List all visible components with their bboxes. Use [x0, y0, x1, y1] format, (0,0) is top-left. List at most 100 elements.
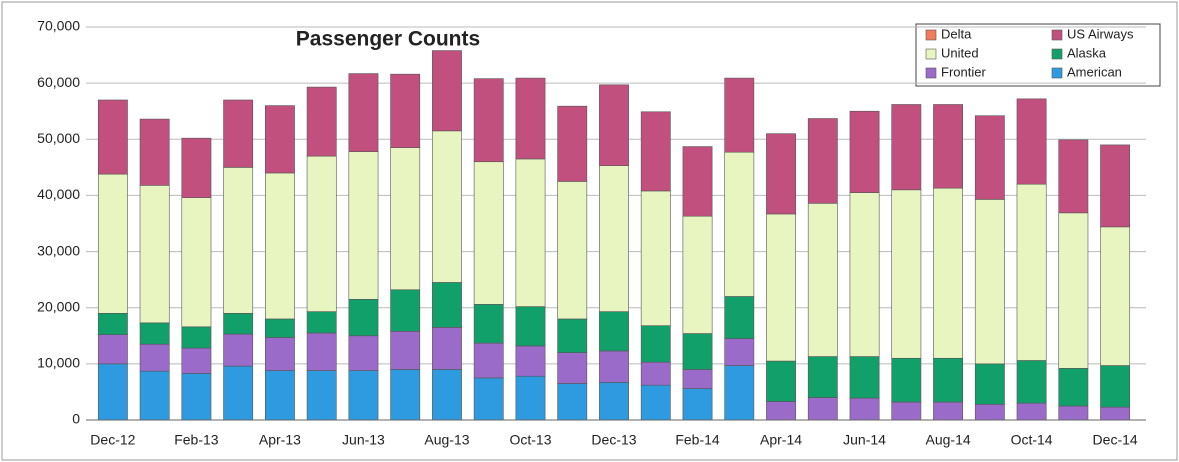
bar-segment — [223, 313, 254, 335]
bar-segment — [1100, 365, 1131, 408]
bar-segment — [473, 304, 504, 344]
bar-segment — [432, 369, 462, 421]
x-tick-label: Oct-14 — [1011, 432, 1053, 448]
legend-label: Frontier — [941, 64, 986, 79]
y-tick-label: 30,000 — [37, 242, 80, 258]
bar-segment — [766, 133, 796, 215]
x-tick-label: Dec-14 — [1093, 432, 1138, 448]
bar-segment — [682, 388, 713, 421]
bar-segment — [223, 333, 254, 367]
bar-segment — [849, 397, 880, 421]
bar-segment — [139, 370, 170, 421]
bar-segment — [473, 342, 504, 379]
x-tick-label: Jun-13 — [342, 432, 385, 448]
bar-segment — [97, 173, 128, 314]
bar-segment — [306, 370, 337, 421]
y-tick-label: 50,000 — [37, 130, 80, 146]
bar-segment — [390, 369, 421, 421]
bar-segment — [1100, 406, 1131, 421]
x-tick-label: Jun-14 — [843, 432, 886, 448]
bar-segment — [599, 311, 629, 352]
bar-segment — [640, 361, 671, 386]
legend-swatch — [1051, 67, 1063, 79]
bar-segment — [724, 151, 755, 297]
bar-segment — [933, 104, 963, 189]
bar-segment — [891, 189, 922, 359]
bar-segment — [348, 73, 379, 152]
legend-label: American — [1067, 64, 1122, 79]
bar-segment — [306, 155, 337, 312]
bar-segment — [724, 77, 755, 153]
x-tick-label: Dec-13 — [591, 432, 636, 448]
x-tick-label: Feb-14 — [675, 432, 720, 448]
bar-segment — [515, 306, 546, 347]
bar-segment — [515, 158, 546, 307]
bar-segment — [974, 115, 1005, 200]
bar-segment — [139, 343, 170, 372]
bar-segment — [1016, 360, 1047, 404]
bar-segment — [473, 78, 504, 163]
bar-segment — [974, 363, 1005, 405]
bar-segment — [181, 326, 212, 349]
legend-label: US Airways — [1067, 26, 1134, 41]
chart-title: Passenger Counts — [296, 28, 480, 51]
bar-segment — [974, 403, 1005, 421]
legend-label: Delta — [941, 26, 972, 41]
bar-segment — [766, 213, 796, 362]
bar-segment — [849, 192, 880, 357]
bar-segment — [348, 370, 379, 421]
bar-segment — [557, 383, 588, 421]
bar-segment — [265, 318, 295, 338]
legend-swatch — [925, 67, 937, 79]
bar-segment — [599, 165, 629, 312]
bar-segment — [933, 401, 963, 421]
bar-segment — [139, 322, 170, 345]
bar-segment — [766, 401, 796, 421]
bar-segment — [348, 335, 379, 371]
legend-label: United — [941, 45, 979, 60]
bar-segment — [640, 384, 671, 421]
bar-segment — [1016, 183, 1047, 361]
bar-segment — [306, 332, 337, 371]
bar-segment — [1100, 226, 1131, 366]
legend-swatch — [925, 29, 937, 41]
y-tick-label: 20,000 — [37, 298, 80, 314]
legend-box — [915, 23, 1161, 87]
bar-segment — [515, 345, 546, 377]
bar-segment — [432, 282, 462, 328]
bar-segment — [390, 147, 421, 291]
bar-segment — [390, 289, 421, 332]
bar-segment — [891, 104, 922, 191]
bar-segment — [682, 215, 713, 334]
bar-segment — [933, 187, 963, 359]
bar-segment — [1100, 144, 1131, 228]
legend-swatch — [1051, 29, 1063, 41]
y-tick-label: 60,000 — [37, 74, 80, 90]
bar-segment — [223, 167, 254, 314]
legend-swatch — [925, 48, 937, 60]
x-tick-label: Aug-13 — [424, 432, 469, 448]
bar-segment — [223, 365, 254, 421]
bar-segment — [181, 347, 212, 374]
bar-segment — [97, 99, 128, 175]
bar-segment — [223, 99, 254, 168]
bar-segment — [181, 137, 212, 198]
bar-segment — [724, 296, 755, 339]
bar-segment — [265, 105, 295, 174]
bar-segment — [807, 397, 838, 421]
bar-segment — [348, 298, 379, 337]
bar-segment — [557, 318, 588, 353]
bar-segment — [557, 105, 588, 182]
bar-segment — [640, 111, 671, 192]
legend-label: Alaska — [1067, 45, 1107, 60]
bar-segment — [473, 377, 504, 421]
bar-segment — [640, 190, 671, 326]
x-tick-label: Dec-12 — [90, 432, 135, 448]
bar-segment — [306, 86, 337, 157]
bar-segment — [849, 356, 880, 399]
bar-segment — [557, 181, 588, 320]
x-tick-label: Aug-14 — [926, 432, 971, 448]
y-tick-label: 70,000 — [37, 18, 80, 34]
bar-segment — [807, 118, 838, 204]
